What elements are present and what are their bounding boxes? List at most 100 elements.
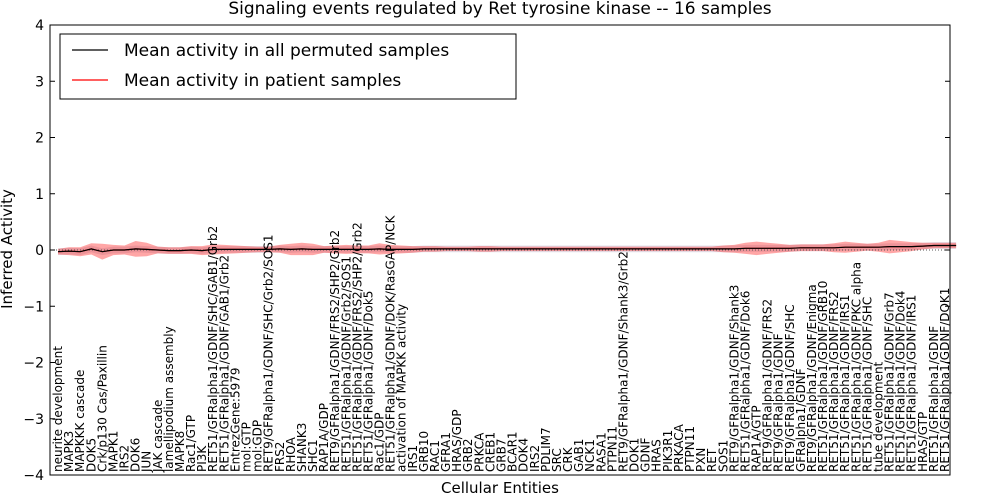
x-tick-label: RET51/GFRalpha1/GDNF/Dok4 bbox=[894, 291, 908, 472]
x-tick-label: MAPK8 bbox=[173, 431, 187, 472]
x-tick-label: RET51/GFRalpha1/GDNF/Grb7 bbox=[883, 292, 897, 472]
x-tick-label: HRAS/GDP bbox=[450, 409, 464, 472]
x-tick-label: activation of MAPKK activity bbox=[395, 304, 409, 472]
x-tick-label: RET51/GFRalpha1/GDNF/Dok5 bbox=[361, 291, 375, 472]
y-axis-label: Inferred Activity bbox=[0, 189, 16, 309]
x-tick-label: RET51/GFRalpha1/GDNF/GAB1/Grb2 bbox=[217, 255, 231, 472]
x-tick-label: SHANK3 bbox=[295, 423, 309, 472]
y-tick-label: 1 bbox=[35, 187, 44, 203]
x-tick-label: RET51/GFRalpha1/GDNF/GRB10 bbox=[816, 281, 830, 472]
x-tick-label: HRAS bbox=[650, 439, 664, 472]
x-tick-label: FRS2 bbox=[273, 442, 287, 473]
x-tick-label: GDNF bbox=[639, 437, 653, 472]
x-tick-label: RET51/GFRalpha1/GDNF/IRS1 bbox=[905, 295, 919, 472]
x-tick-label: PTPN11 bbox=[683, 426, 697, 472]
x-tick-label: RET51/GFRalpha1/GDNF/FRS2 bbox=[827, 291, 841, 472]
x-tick-label: NCK1 bbox=[583, 439, 597, 472]
x-tick-label: tube development bbox=[872, 361, 886, 472]
x-tick-label: GAB1 bbox=[572, 439, 586, 472]
x-tick-label: RET51/GFRalpha1/GDNF/SHC bbox=[860, 297, 874, 472]
x-tick-label: RET51/GFRalpha1/GDNF/FRS2/SHP2/Grb2 bbox=[350, 222, 364, 472]
x-tick-label: RET9/GFRalpha1/GDNF/SHC bbox=[783, 304, 797, 472]
y-tick-label: −3 bbox=[23, 412, 44, 428]
y-tick-label: 4 bbox=[35, 18, 44, 34]
x-tick-label: RAP1A/GDP bbox=[317, 403, 331, 472]
patient-band bbox=[58, 239, 957, 260]
x-tick-label: Crk/p130 Cas/Paxillin bbox=[95, 345, 109, 472]
x-tick-label: GRB7 bbox=[495, 438, 509, 472]
x-tick-label: mol:GTP bbox=[240, 422, 254, 472]
y-tick-label: 0 bbox=[35, 243, 44, 259]
y-tick-label: −4 bbox=[23, 468, 44, 484]
x-tick-label: RET51/GFRalpha1/GDNF/PKC alpha bbox=[849, 262, 863, 472]
x-tick-label: GRB10 bbox=[417, 431, 431, 472]
legend-box bbox=[59, 33, 517, 100]
x-tick-label: RET9/GFRalpha1/GDNF/FRS2/SHP2/Grb2 bbox=[328, 230, 342, 472]
x-tick-label: RET9/GFRalpha1/GDNF/SHC/Grb2/SOS1 bbox=[262, 235, 276, 473]
x-tick-label: PIK3R1 bbox=[661, 430, 675, 472]
x-tick-label: EntrezGene:5979 bbox=[228, 368, 242, 473]
x-tick-label: RET51/GFRalpha1/GDNF bbox=[927, 326, 941, 472]
x-tick-label: HRAS/GTP bbox=[916, 412, 930, 472]
x-tick-label: RET9/GFRalpha1/GDNF/Enigma bbox=[805, 284, 819, 472]
permuted-mean-line bbox=[57, 244, 957, 253]
x-tick-label: GFRA1 bbox=[439, 432, 453, 472]
x-tick-label: CREB1 bbox=[483, 432, 497, 472]
y-tick-label: 3 bbox=[35, 74, 44, 90]
x-tick-label: RET51/GFRalpha1/GDNF/IRS1 bbox=[838, 295, 852, 472]
x-tick-label: RET9/GFRalpha1/GDNF/Shank3 bbox=[727, 285, 741, 472]
plot-frame bbox=[49, 24, 951, 476]
x-tick-label: RAP1A/GTP bbox=[750, 405, 764, 472]
y-tick-label: −1 bbox=[23, 299, 44, 315]
y-axis-ticks: 4 3 2 1 0 −1 −2 −3 −4 bbox=[23, 18, 950, 484]
x-tick-label: RAC1 bbox=[428, 440, 442, 472]
x-axis-label: Cellular Entities bbox=[441, 479, 559, 497]
x-tick-label: RHOA bbox=[284, 436, 298, 472]
x-tick-label: RET9/GFRalpha1/GDNF bbox=[772, 333, 786, 472]
x-tick-label: PI3K bbox=[195, 445, 209, 472]
x-tick-label: PRKCA bbox=[472, 432, 486, 472]
x-tick-label: RASA1 bbox=[594, 432, 608, 472]
y-tick-label: −2 bbox=[23, 356, 44, 372]
x-tick-label: RET51/GFRalpha1/GDNF/DOK/RasGAP/NCK bbox=[384, 214, 398, 472]
x-tick-label: IRS2 bbox=[118, 445, 132, 472]
x-tick-label: GRB2 bbox=[461, 438, 475, 472]
x-tick-label: mol:GDP bbox=[251, 420, 265, 472]
x-tick-label: PTPN11 bbox=[605, 426, 619, 472]
x-tick-label: JAK cascade bbox=[151, 400, 165, 473]
x-tick-label: PXN bbox=[694, 448, 708, 472]
x-tick-label: SRC bbox=[550, 448, 564, 472]
x-tick-label: DOK4 bbox=[517, 438, 531, 472]
x-tick-label: neurite development bbox=[51, 346, 65, 472]
x-tick-label: MAPK1 bbox=[106, 431, 120, 472]
x-tick-label: PRKACA bbox=[672, 423, 686, 472]
x-tick-label: BCAR1 bbox=[506, 431, 520, 472]
series-lines bbox=[57, 244, 957, 253]
x-tick-label: RET9/GFRalpha1/GDNF/FRS2 bbox=[761, 299, 775, 472]
x-tick-label: RET51/GFRalpha1/GDNF/SHC/GAB1/Grb2 bbox=[206, 226, 220, 472]
chart-title: Signaling events regulated by Ret tyrosi… bbox=[228, 0, 771, 19]
y-tick-label: 2 bbox=[35, 131, 44, 147]
x-tick-label: IRS2 bbox=[528, 445, 542, 472]
x-tick-label: IRS1 bbox=[406, 445, 420, 472]
x-tick-label: Rac1/GDP bbox=[373, 412, 387, 471]
legend-label-patient: Mean activity in patient samples bbox=[124, 71, 401, 91]
legend-label-permuted: Mean activity in all permuted samples bbox=[124, 41, 449, 61]
x-tick-label: DOK1 bbox=[628, 438, 642, 472]
x-tick-label: MAPK3 bbox=[62, 431, 76, 472]
x-tick-label: SHC1 bbox=[306, 439, 320, 472]
x-tick-label: SOS1 bbox=[716, 440, 730, 472]
x-tick-label: RET51/GFRalpha1/GDNF/Grb2/SOS1 bbox=[339, 256, 353, 472]
x-tick-label: DOK5 bbox=[84, 438, 98, 472]
x-tick-label: RET9/GFRalpha1/GDNF/Shank3/Grb2 bbox=[617, 251, 631, 472]
x-tick-label: CRK bbox=[561, 446, 575, 472]
x-tick-label: Rac1/GTP bbox=[184, 415, 198, 472]
x-tick-label: DOK6 bbox=[129, 438, 143, 472]
x-tick-label: JUN bbox=[140, 451, 154, 473]
x-tick-label: RET51/GFRalpha1/GDNF/Dok6 bbox=[738, 291, 752, 472]
x-tick-label: RET51/GFRalpha1/GDNF/DOK1 bbox=[938, 288, 952, 472]
x-tick-label: GFRalpha1/GDNF bbox=[794, 368, 808, 472]
x-tick-label: MAPKKK cascade bbox=[73, 370, 87, 472]
